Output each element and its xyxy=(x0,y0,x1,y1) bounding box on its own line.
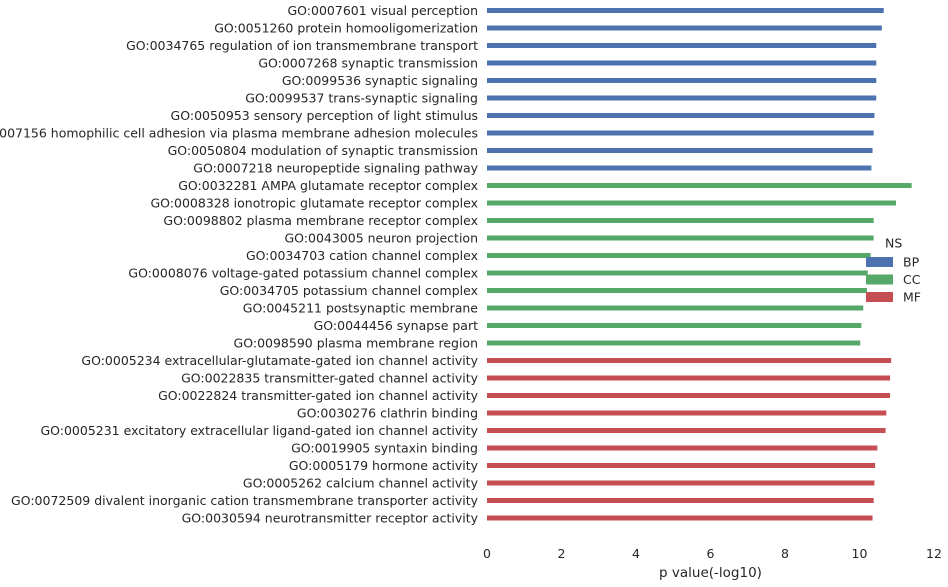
bar-11 xyxy=(487,183,912,188)
category-label-30: GO:0030594 neurotransmitter receptor act… xyxy=(182,511,479,526)
x-tick-label-0: 0 xyxy=(483,546,491,561)
bar-28 xyxy=(487,480,875,486)
bar-27 xyxy=(487,463,876,468)
category-label-18: GO:0045211 postsynaptic membrane xyxy=(243,301,479,316)
legend-title: NS xyxy=(885,236,902,251)
bar-20 xyxy=(487,340,861,346)
bar-26 xyxy=(487,445,878,451)
category-label-5: GO:0099536 synaptic signaling xyxy=(282,73,478,88)
category-label-23: GO:0022824 transmitter-gated ion channel… xyxy=(158,388,479,403)
category-label-9: GO:0050804 modulation of synaptic transm… xyxy=(168,143,478,158)
bar-14 xyxy=(487,235,874,241)
bar-3 xyxy=(487,43,877,48)
bar-25 xyxy=(487,428,886,433)
category-label-16: GO:0008076 voltage-gated potassium chann… xyxy=(128,266,478,281)
category-label-3: GO:0034765 regulation of ion transmembra… xyxy=(126,38,478,53)
bar-5 xyxy=(487,78,877,83)
category-label-25: GO:0005231 excitatory extracellular liga… xyxy=(40,423,478,438)
category-label-12: GO:0008328 ionotropic glutamate receptor… xyxy=(151,196,479,211)
bar-4 xyxy=(487,60,877,66)
category-label-15: GO:0034703 cation channel complex xyxy=(246,248,478,263)
category-label-20: GO:0098590 plasma membrane region xyxy=(234,336,478,351)
category-label-19: GO:0044456 synapse part xyxy=(314,318,478,333)
category-label-11: GO:0032281 AMPA glutamate receptor compl… xyxy=(178,178,478,193)
x-tick-label-6: 6 xyxy=(707,546,715,561)
bar-12 xyxy=(487,200,897,206)
bar-9 xyxy=(487,148,873,153)
x-axis-label: p value(-log10) xyxy=(659,565,762,581)
x-tick-label-8: 8 xyxy=(781,546,789,561)
bar-2 xyxy=(487,25,882,31)
category-label-4: GO:0007268 synaptic transmission xyxy=(258,56,478,71)
bar-30 xyxy=(487,515,873,521)
bar-17 xyxy=(487,288,867,293)
x-axis-ticks: 0 2 4 6 8 10 12 xyxy=(483,546,942,561)
legend-label-cc: CC xyxy=(903,272,921,287)
bar-21 xyxy=(487,358,892,363)
category-label-28: GO:0005262 calcium channel activity xyxy=(243,476,479,491)
category-label-17: GO:0034705 potassium channel complex xyxy=(220,283,478,298)
bar-23 xyxy=(487,393,891,398)
category-label-26: GO:0019905 syntaxin binding xyxy=(291,441,478,456)
bar-7 xyxy=(487,113,875,118)
bar-16 xyxy=(487,270,868,276)
legend-swatch-cc xyxy=(866,274,893,285)
bar-10 xyxy=(487,165,872,171)
legend: NS BP CC MF xyxy=(866,236,921,305)
bar-1 xyxy=(487,8,884,13)
category-label-1: GO:0007601 visual perception xyxy=(287,3,478,18)
bar-6 xyxy=(487,95,877,101)
category-label-6: GO:0099537 trans-synaptic signaling xyxy=(245,91,478,106)
bar-13 xyxy=(487,218,874,223)
category-label-13: GO:0098802 plasma membrane receptor comp… xyxy=(163,213,478,228)
bar-19 xyxy=(487,323,862,328)
bar-18 xyxy=(487,305,864,311)
category-label-14: GO:0043005 neuron projection xyxy=(284,231,478,246)
category-label-29: GO:0072509 divalent inorganic cation tra… xyxy=(11,493,479,508)
category-label-27: GO:0005179 hormone activity xyxy=(289,458,479,473)
legend-swatch-mf xyxy=(866,292,893,302)
category-labels: GO:0007601 visual perception GO:0051260 p… xyxy=(0,3,479,526)
x-tick-label-2: 2 xyxy=(558,546,566,561)
category-label-2: GO:0051260 protein homooligomerization xyxy=(214,21,478,36)
category-label-24: GO:0030276 clathrin binding xyxy=(297,406,478,421)
category-label-8: GO:0007156 homophilic cell adhesion via … xyxy=(0,126,478,141)
legend-label-bp: BP xyxy=(903,255,920,270)
bar-8 xyxy=(487,130,874,136)
bar-29 xyxy=(487,498,874,503)
legend-swatch-bp xyxy=(866,257,893,267)
category-label-7: GO:0050953 sensory perception of light s… xyxy=(171,108,478,123)
category-label-10: GO:0007218 neuropeptide signaling pathwa… xyxy=(193,161,478,176)
bar-24 xyxy=(487,410,887,416)
bar-15 xyxy=(487,253,871,258)
category-label-22: GO:0022835 transmitter-gated channel act… xyxy=(181,371,478,386)
x-tick-label-10: 10 xyxy=(852,546,868,561)
category-label-21: GO:0005234 extracellular-glutamate-gated… xyxy=(81,353,478,368)
bar-22 xyxy=(487,375,891,381)
x-tick-label-4: 4 xyxy=(632,546,640,561)
legend-label-mf: MF xyxy=(903,290,921,305)
bars-layer xyxy=(487,8,912,521)
x-tick-label-12: 12 xyxy=(926,546,942,561)
